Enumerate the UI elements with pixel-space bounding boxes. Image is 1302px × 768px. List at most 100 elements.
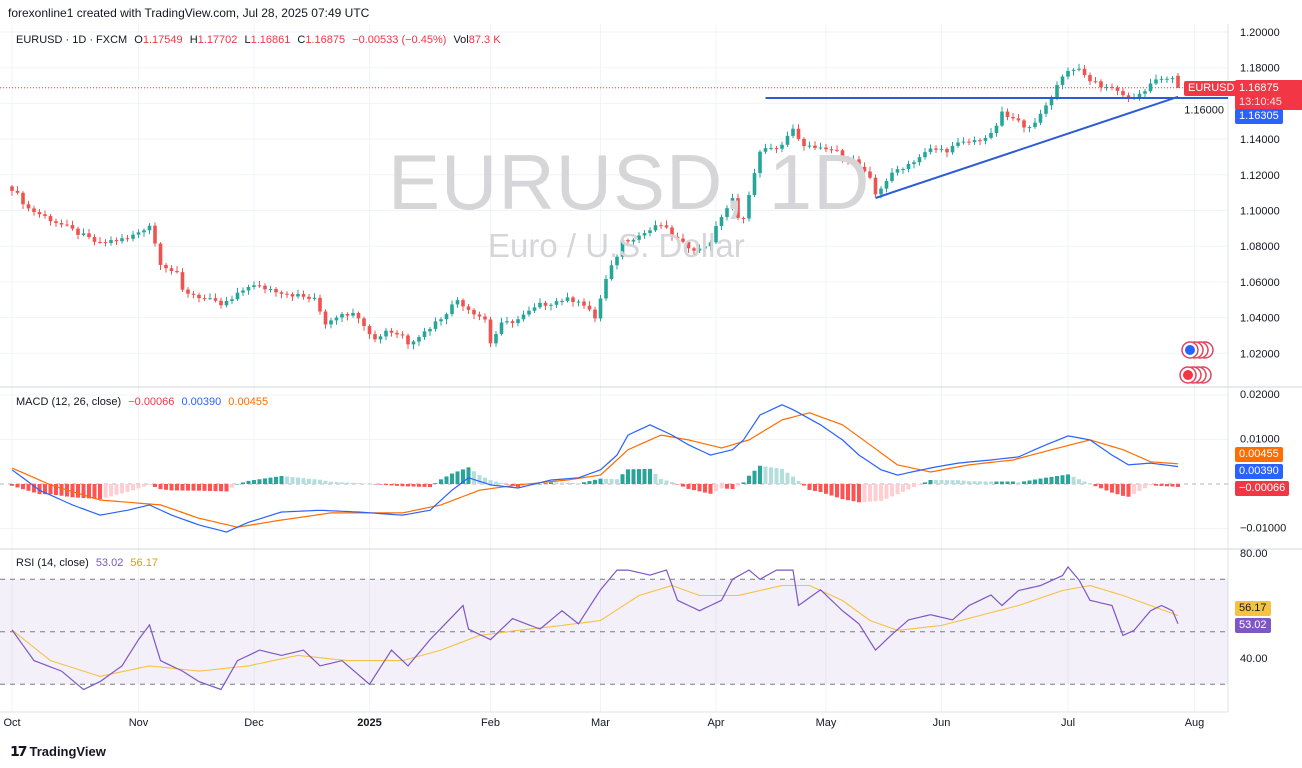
macd-histogram-bar: [32, 484, 36, 493]
candle-body: [758, 151, 762, 174]
macd-title[interactable]: MACD (12, 26, close): [16, 396, 122, 408]
candle-body: [730, 198, 735, 209]
macd-histogram-bar: [373, 484, 377, 485]
candle-body: [890, 172, 894, 182]
macd-histogram-bar: [571, 483, 575, 484]
candle-body: [257, 285, 262, 287]
candle-body: [763, 148, 768, 152]
candle-body: [807, 145, 812, 147]
candle-body: [1093, 81, 1098, 83]
candle-body: [109, 240, 113, 243]
macd-legend[interactable]: MACD (12, 26, close) −0.00066 0.00390 0.…: [16, 396, 272, 408]
candle-body: [1115, 87, 1120, 91]
candle-body: [202, 298, 207, 300]
macd-histogram-bar: [1016, 482, 1021, 484]
macd-histogram-bar: [268, 477, 273, 484]
macd-histogram-bar: [114, 484, 119, 495]
candle-body: [411, 341, 416, 345]
macd-histogram-bar: [576, 483, 581, 484]
macd-histogram-bar: [147, 484, 152, 485]
candle-body: [477, 314, 482, 317]
price-tick-label: 1.14000: [1240, 134, 1280, 146]
macd-histogram-bar: [142, 484, 146, 487]
candle-body: [224, 300, 229, 306]
macd-histogram-bar: [389, 484, 394, 486]
macd-histogram-bar: [697, 484, 702, 492]
candle-body: [450, 304, 454, 315]
macd-histogram-bar: [758, 465, 762, 484]
macd-histogram-bar: [989, 481, 993, 484]
macd-histogram-bar: [813, 484, 817, 491]
candle-body: [862, 166, 867, 172]
trendline[interactable]: [875, 95, 1179, 199]
macd-histogram-bar: [1115, 484, 1120, 495]
candle-body: [675, 236, 680, 239]
candle-body: [131, 234, 135, 239]
candle-body: [230, 299, 234, 301]
candle-body: [1104, 86, 1109, 88]
macd-histogram-bar: [26, 484, 31, 491]
macd-histogram-bar: [197, 484, 201, 491]
candle-body: [989, 132, 993, 138]
macd-histogram-bar: [598, 478, 603, 484]
time-tick-label: Dec: [244, 717, 264, 729]
candle-body: [961, 141, 966, 143]
price-legend[interactable]: EURUSD · 1D · FXCM O1.17549 H1.17702 L1.…: [16, 34, 505, 46]
candle-body: [417, 337, 421, 342]
macd-histogram-bar: [15, 484, 20, 488]
time-tick-label: May: [816, 717, 837, 729]
rsi-tick-label: 40.00: [1240, 653, 1268, 665]
macd-tick-label: 0.02000: [1240, 389, 1280, 401]
candle-body: [81, 233, 86, 235]
candle-body: [428, 328, 432, 332]
us-event-icon[interactable]: [1183, 370, 1193, 380]
macd-histogram-bar: [1176, 484, 1180, 487]
candle-body: [741, 217, 746, 219]
close-value: 1.16875: [305, 34, 346, 46]
rsi-legend[interactable]: RSI (14, close) 53.02 56.17: [16, 557, 162, 569]
rsi-ma-line: [11, 584, 1179, 677]
candle-body: [499, 322, 504, 334]
macd-histogram-bar: [950, 480, 955, 484]
candle-body: [114, 240, 119, 242]
candle-body: [928, 148, 933, 153]
macd-histogram-bar: [92, 484, 97, 499]
macd-histogram-bar: [230, 484, 234, 488]
candle-body: [1033, 122, 1037, 128]
candle-body: [719, 217, 724, 227]
candle-body: [939, 148, 944, 150]
macd-histogram-bar: [1143, 484, 1147, 489]
candle-body: [268, 288, 273, 290]
rsi-title[interactable]: RSI (14, close): [16, 557, 89, 569]
macd-histogram-bar: [774, 468, 779, 484]
price-tick-label: 1.08000: [1240, 241, 1280, 253]
macd-histogram-bar: [835, 484, 839, 498]
macd-histogram-bar: [323, 480, 328, 484]
candle-body: [373, 334, 377, 340]
macd-histogram-bar: [450, 473, 454, 484]
tradingview-logo[interactable]: 𝟭𝟳 TradingView: [10, 743, 106, 760]
candle-body: [703, 246, 707, 249]
macd-histogram-bar: [1049, 476, 1054, 484]
symbol-label[interactable]: EURUSD · 1D · FXCM: [16, 34, 128, 46]
macd-histogram-bar: [681, 484, 685, 487]
candle-body: [527, 310, 531, 315]
macd-histogram-bar: [554, 482, 559, 484]
candle-body: [972, 140, 977, 143]
macd-histogram-bar: [912, 484, 916, 488]
change-value: −0.00533 (−0.45%): [352, 34, 447, 46]
macd-histogram-bar: [351, 482, 355, 484]
candle-body: [901, 169, 905, 171]
eu-event-icon[interactable]: [1185, 345, 1195, 355]
candle-body: [136, 232, 141, 235]
candle-body: [840, 150, 845, 158]
candle-body: [692, 248, 696, 251]
macd-histogram-bar: [692, 484, 696, 491]
candle-body: [510, 321, 515, 324]
macd-histogram-bar: [939, 480, 944, 484]
candle-body: [32, 208, 36, 213]
price-tick-label: 1.20000: [1240, 27, 1280, 39]
macd-histogram-bar: [956, 480, 960, 484]
macd-histogram-bar: [818, 484, 823, 493]
